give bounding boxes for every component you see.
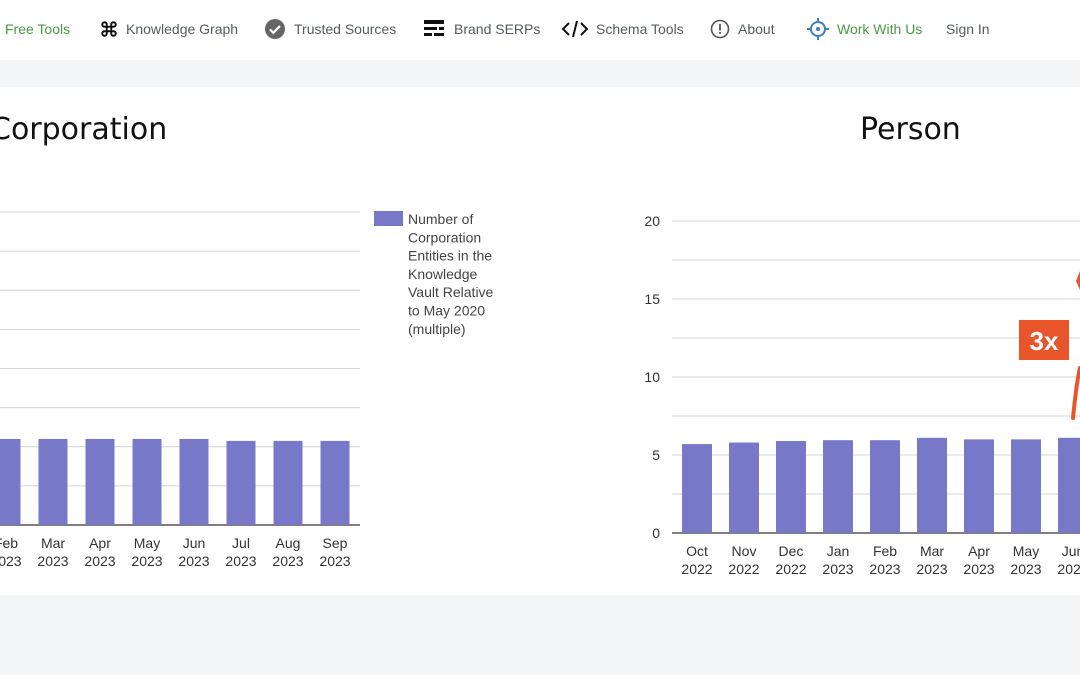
nav-sign-in[interactable]: Sign In: [946, 20, 990, 38]
nav-free-tools[interactable]: Free Tools: [5, 20, 70, 38]
nav-schema-tools-label: Schema Tools: [596, 21, 684, 37]
nav-about[interactable]: About: [710, 19, 775, 39]
nav-knowledge-graph-label: Knowledge Graph: [126, 21, 239, 37]
nav-schema-tools[interactable]: Schema Tools: [562, 20, 684, 38]
info-circle-icon: [710, 19, 730, 39]
nav-about-label: About: [738, 21, 775, 37]
command-icon: [100, 20, 118, 38]
code-icon: [562, 20, 588, 38]
corporation-chart-title: Corporation: [0, 112, 168, 147]
nav-trusted-sources[interactable]: Trusted Sources: [264, 18, 397, 40]
nav-knowledge-graph[interactable]: Knowledge Graph: [100, 20, 238, 38]
nav-trusted-sources-label: Trusted Sources: [294, 21, 397, 37]
list-icon: [424, 20, 446, 38]
nav-work-with-us[interactable]: Work With Us: [807, 18, 923, 40]
check-circle-icon: [264, 18, 286, 40]
charts-panel: Corporation Person: [0, 87, 1080, 595]
nav-free-tools-label: Free Tools: [5, 21, 71, 37]
nav-work-with-us-label: Work With Us: [837, 21, 923, 37]
nav-brand-serps-label: Brand SERPs: [454, 21, 541, 37]
nav-brand-serps[interactable]: Brand SERPs: [424, 20, 540, 38]
crosshair-icon: [807, 18, 829, 40]
nav-sign-in-label: Sign In: [946, 21, 990, 37]
top-navigation: Free Tools Knowledge Graph Trusted Sourc…: [0, 0, 1080, 60]
person-chart-title: Person: [860, 112, 961, 147]
